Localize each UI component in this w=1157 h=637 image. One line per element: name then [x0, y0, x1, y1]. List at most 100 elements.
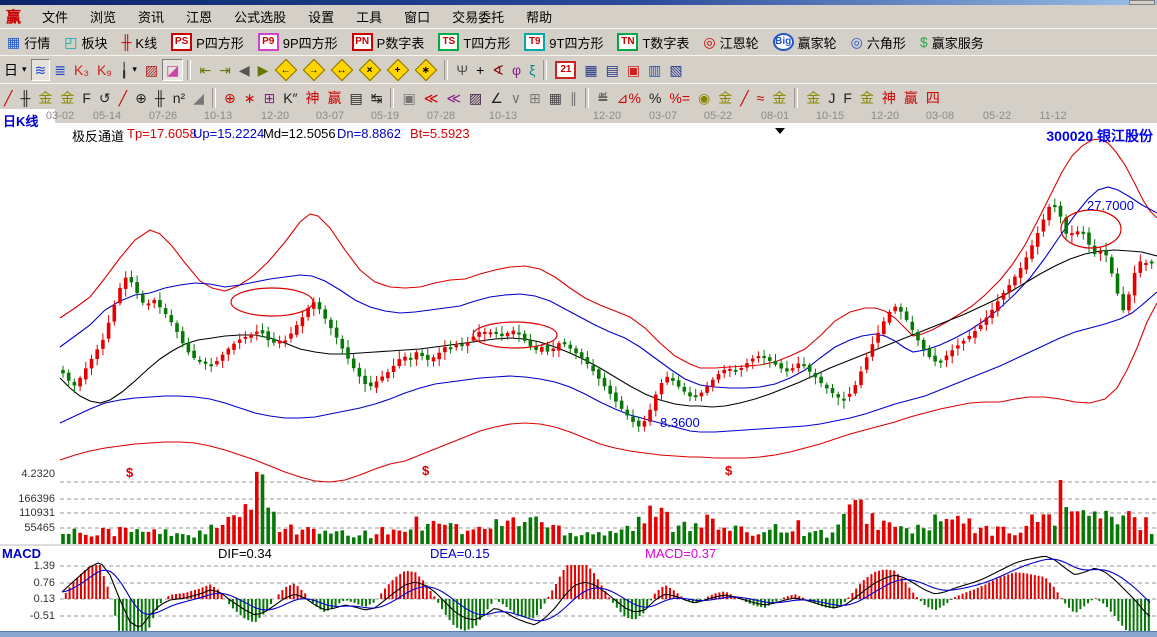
gann-ruler-button[interactable]: ╫ — [16, 87, 34, 109]
chart-area[interactable] — [0, 123, 1157, 631]
percent-button[interactable]: % — [645, 87, 665, 109]
menu-item-文件[interactable]: 文件 — [42, 10, 69, 25]
menu-item-设置[interactable]: 设置 — [308, 10, 335, 25]
kline-9-button[interactable]: K₉ — [93, 59, 116, 81]
winner-wheel-button[interactable]: Big 赢家轮 — [766, 31, 844, 53]
fan-red-button[interactable]: ≪ — [420, 87, 443, 109]
ying-ruler-button[interactable]: 赢 — [323, 87, 345, 109]
gann-grid-button[interactable]: ⊞ — [259, 87, 279, 109]
menu-item-工具[interactable]: 工具 — [356, 10, 383, 25]
save-button[interactable]: ▣ — [623, 59, 644, 81]
hexagon-button[interactable]: ◎ 六角形 — [844, 31, 913, 53]
kline-3-button[interactable]: K₃ — [70, 59, 93, 81]
gold-line-button[interactable]: 金 — [714, 87, 736, 109]
menu-item-公式选股[interactable]: 公式选股 — [234, 10, 287, 25]
brush-button[interactable]: ╱ — [0, 87, 16, 109]
hand-tool-button[interactable]: Ψ — [452, 59, 472, 81]
chart-red-button[interactable]: ▨ — [141, 59, 162, 81]
si-angle-button[interactable]: 四 — [922, 87, 944, 109]
angle-tool-button[interactable]: ∢ — [488, 59, 508, 81]
k-mark-button[interactable]: K″ — [279, 87, 301, 109]
brush-icon: ╱ — [4, 89, 13, 106]
9p-square-button[interactable]: P9 9P四方形 — [251, 31, 345, 53]
menu-item-帮助[interactable]: 帮助 — [526, 10, 553, 25]
gold-circle-button[interactable]: ◉ — [694, 87, 714, 109]
vee-lines-button[interactable]: ∨ — [507, 87, 525, 109]
pen-angle-button[interactable]: ╱ — [115, 87, 131, 109]
menu-item-资讯[interactable]: 资讯 — [138, 10, 165, 25]
gann-wheel-button[interactable]: ◎ 江恩轮 — [696, 31, 765, 53]
angle-wedge-button[interactable]: ◢ — [189, 87, 208, 109]
p-table-button[interactable]: PN P数字表 — [345, 31, 432, 53]
window-control-button[interactable] — [1129, 0, 1155, 5]
ying-angle-button[interactable]: 赢 — [900, 87, 922, 109]
kline-single-button[interactable]: ╽ ▾ — [116, 59, 141, 81]
t-table-button[interactable]: TN T数字表 — [610, 31, 696, 53]
grid-gray-button[interactable]: ⊞ — [525, 87, 545, 109]
fan-box-icon: ▨ — [469, 89, 483, 106]
calendar-button[interactable]: 21 — [551, 59, 580, 81]
fan-box-button[interactable]: ▨ — [465, 87, 486, 109]
menu-item-交易委托[interactable]: 交易委托 — [452, 10, 505, 25]
next-button[interactable]: ▶ — [254, 59, 273, 81]
level-bars-button[interactable]: ≝ — [593, 87, 613, 109]
pct-slope-button[interactable]: ⊿% — [613, 87, 645, 109]
last-page-button[interactable]: ⇥ — [215, 59, 235, 81]
quote-list-button[interactable]: ≣ — [50, 59, 70, 81]
bottom-scrollbar[interactable] — [0, 631, 1157, 637]
date-tick: 05-22 — [982, 110, 1012, 122]
notes-button[interactable]: ▤ — [602, 59, 623, 81]
p-square-button[interactable]: PS P四方形 — [164, 31, 251, 53]
wave-button[interactable]: ≈ — [753, 87, 769, 109]
chart-color-button[interactable]: ◪ — [162, 58, 184, 81]
f-ruler-button[interactable]: F — [78, 87, 95, 109]
ruler-123-button[interactable]: ▤ — [345, 87, 366, 109]
tool-purple-button[interactable]: φ — [508, 59, 525, 81]
hand-tool-icon: Ψ — [456, 61, 469, 78]
quotes-button[interactable]: ▦ 行情 — [0, 31, 57, 53]
grid-gray-icon: ⊞ — [529, 89, 541, 106]
gold-ruler-1-button[interactable]: 金 — [34, 87, 56, 109]
calculator-button[interactable]: ▦ — [580, 59, 601, 81]
net-send-button[interactable]: ▥ — [644, 59, 665, 81]
menu-item-江恩[interactable]: 江恩 — [186, 10, 213, 25]
sectors-button[interactable]: ◰ 板块 — [57, 31, 114, 53]
prev-button[interactable]: ◀ — [235, 59, 254, 81]
gold-angle-2-button[interactable]: 金 — [856, 87, 878, 109]
j-angle-button[interactable]: J — [824, 87, 839, 109]
net-pc-button[interactable]: ▧ — [665, 59, 686, 81]
compass-button[interactable]: ⊕ — [131, 87, 151, 109]
first-page-button[interactable]: ⇤ — [195, 59, 215, 81]
shen-ruler-button[interactable]: 神 — [301, 87, 323, 109]
pct-line-button[interactable]: %= — [665, 87, 694, 109]
menu-item-窗口[interactable]: 窗口 — [404, 10, 431, 25]
shen-angle-button[interactable]: 神 — [878, 87, 900, 109]
date-tick: 10-15 — [815, 110, 845, 122]
crosshair-tool-button[interactable]: + — [472, 59, 488, 81]
hash-ruler-button[interactable]: ╫ — [151, 87, 169, 109]
pen-flag-button[interactable]: ╱ — [736, 87, 752, 109]
t-square-button[interactable]: TS T四方形 — [431, 31, 517, 53]
n-squared-button[interactable]: n² — [169, 87, 189, 109]
period-day-button[interactable]: 日 ▾ — [0, 59, 31, 81]
fan-purple-button[interactable]: ≪ — [442, 87, 465, 109]
gold-tool-button[interactable]: 金 — [768, 87, 790, 109]
tool-teal-button[interactable]: ξ — [525, 59, 539, 81]
9t-square-button[interactable]: T9 9T四方形 — [517, 31, 610, 53]
winner-service-button[interactable]: $ 赢家服务 — [913, 31, 991, 53]
spider-web-button[interactable]: ∗ — [240, 87, 260, 109]
menu-item-浏览[interactable]: 浏览 — [90, 10, 117, 25]
f-angle-button[interactable]: F — [839, 87, 856, 109]
kline-button[interactable]: ╫ K线 — [115, 31, 165, 53]
circle-cross-button[interactable]: ⊕ — [220, 87, 240, 109]
box-ruler-button[interactable]: ▣ — [398, 87, 419, 109]
spiral-button[interactable]: ↺ — [95, 87, 115, 109]
trend-chart-button[interactable]: ≋ — [30, 58, 51, 81]
gold-angle-button[interactable]: 金 — [802, 87, 824, 109]
parallel-button[interactable]: ∥ — [566, 87, 581, 109]
grid-box-button[interactable]: ▦ — [545, 87, 566, 109]
gold-ruler-2-button[interactable]: 金 — [56, 87, 78, 109]
span-arrows-button[interactable]: ↹ — [367, 87, 387, 109]
angle-lines-button[interactable]: ∠ — [486, 87, 507, 109]
